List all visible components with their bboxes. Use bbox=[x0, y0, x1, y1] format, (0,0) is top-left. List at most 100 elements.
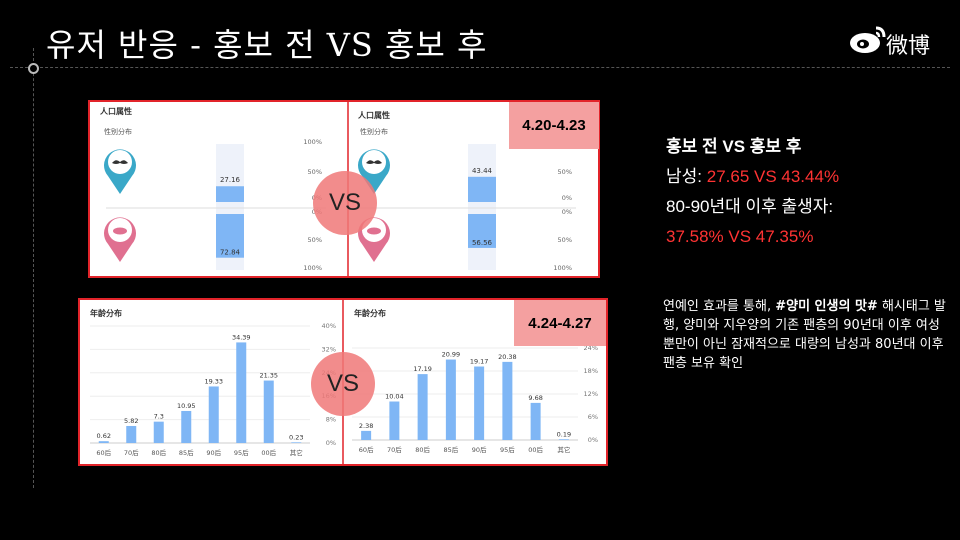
gender-axis-tick: 0% bbox=[562, 208, 572, 216]
age-bar bbox=[502, 361, 513, 440]
age-bar bbox=[445, 359, 456, 440]
age-category-label: 60后 bbox=[96, 448, 111, 457]
age-panel-title-before: 年龄分布 bbox=[90, 309, 122, 318]
age-bar bbox=[389, 401, 400, 440]
description-part2: 해시태그 발행, 양미와 지우양의 기존 팬층의 90년대 이후 여성 뿐만이 … bbox=[663, 299, 946, 371]
age-category-label: 其它 bbox=[557, 445, 570, 454]
age-category-label: 其它 bbox=[290, 448, 303, 457]
age-category-label: 80后 bbox=[415, 445, 430, 454]
age-value-label: 21.35 bbox=[259, 372, 278, 380]
age-axis-tick: 0% bbox=[588, 436, 598, 444]
male-pin-icon-after bbox=[357, 149, 390, 194]
vertical-divider bbox=[33, 48, 34, 488]
male-pin-icon bbox=[104, 149, 136, 194]
age-value-label: 10.04 bbox=[385, 393, 404, 401]
age-bar bbox=[208, 386, 219, 443]
gender-value-label-male: 27.16 bbox=[220, 176, 241, 184]
gender-value-label-female: 56.56 bbox=[472, 239, 493, 247]
age-category-label: 90后 bbox=[472, 445, 487, 454]
age-axis-tick: 8% bbox=[326, 416, 336, 424]
summary-block: 홍보 전 VS 홍보 후 남성: 27.65 VS 43.44% 80-90년대… bbox=[666, 132, 956, 252]
period-badge-gender: 4.20-4.23 bbox=[509, 102, 599, 149]
age-value-label: 10.95 bbox=[177, 402, 196, 410]
age-bar bbox=[361, 430, 372, 440]
summary-male-label: 남성: bbox=[666, 167, 707, 186]
age-value-label: 9.68 bbox=[528, 394, 542, 402]
gender-bar-male bbox=[468, 176, 496, 202]
gender-axis-tick: 50% bbox=[308, 236, 322, 244]
age-bar bbox=[558, 439, 569, 440]
gender-bar-female bbox=[468, 214, 496, 248]
gender-axis-tick: 100% bbox=[303, 138, 322, 146]
age-value-label: 20.99 bbox=[442, 351, 461, 359]
gender-value-label-male: 43.44 bbox=[472, 167, 493, 175]
age-value-label: 19.33 bbox=[204, 377, 223, 385]
age-value-label: 0.62 bbox=[97, 432, 111, 440]
age-bar bbox=[263, 380, 274, 443]
age-category-label: 95后 bbox=[500, 445, 515, 454]
slide-title: 유저 반응 - 홍보 전 VS 홍보 후 bbox=[46, 26, 488, 64]
age-bar bbox=[181, 410, 192, 443]
gender-panel-title-before: 人口属性 bbox=[100, 107, 132, 116]
gender-axis-tick: 50% bbox=[558, 236, 572, 244]
age-value-label: 5.82 bbox=[124, 417, 138, 425]
vs-circle-gender: VS bbox=[313, 171, 377, 235]
period-badge-age: 4.24-4.27 bbox=[514, 300, 606, 346]
gender-bar-male bbox=[216, 186, 244, 202]
gender-value-label-female: 72.84 bbox=[220, 249, 241, 257]
weibo-logo: 微博 bbox=[848, 22, 953, 62]
age-chart: 40%32%24%16%8%0%0.6260后5.8270后7.380后10.9… bbox=[90, 300, 598, 464]
gender-axis-tick: 50% bbox=[308, 168, 322, 176]
age-category-label: 80后 bbox=[151, 448, 166, 457]
age-category-label: 70后 bbox=[124, 448, 139, 457]
age-bar bbox=[474, 366, 485, 440]
age-panel-title-after: 年龄分布 bbox=[354, 309, 386, 318]
age-axis-tick: 18% bbox=[584, 367, 598, 375]
age-category-label: 00后 bbox=[528, 445, 543, 454]
age-axis-tick: 12% bbox=[584, 390, 598, 398]
weibo-eye-icon bbox=[850, 26, 886, 53]
age-category-label: 95后 bbox=[234, 448, 249, 457]
age-axis-tick: 40% bbox=[322, 322, 336, 330]
age-value-label: 7.3 bbox=[154, 413, 164, 421]
gender-panel-subtitle-after: 性别分布 bbox=[360, 128, 388, 136]
age-axis-tick: 24% bbox=[584, 344, 598, 352]
age-axis-tick: 6% bbox=[588, 413, 598, 421]
age-category-label: 85后 bbox=[443, 445, 458, 454]
age-value-label: 2.38 bbox=[359, 422, 373, 430]
age-axis-tick: 32% bbox=[322, 345, 336, 353]
description-hashtag: #양미 인생의 맛# bbox=[775, 299, 878, 314]
age-value-label: 0.19 bbox=[557, 430, 571, 438]
age-bar bbox=[98, 441, 109, 443]
summary-age-value: 37.58% VS 47.35% bbox=[666, 227, 814, 246]
description-part1: 연예인 효과를 통해, bbox=[663, 299, 776, 314]
gender-axis-tick: 0% bbox=[562, 194, 572, 202]
gender-panel-title-after: 人口属性 bbox=[358, 111, 390, 120]
summary-male-value: 27.65 VS 43.44% bbox=[706, 167, 840, 186]
summary-heading: 홍보 전 VS 홍보 후 bbox=[666, 137, 802, 156]
gender-axis-tick: 50% bbox=[558, 168, 572, 176]
gender-chart: 27.16 72.84 100% 50% 0% 0% 50% 100% 43.44 56.56 10… bbox=[104, 102, 576, 276]
header-divider bbox=[10, 67, 950, 68]
age-value-label: 17.19 bbox=[413, 365, 432, 373]
age-value-label: 34.39 bbox=[232, 333, 251, 341]
description-text: 연예인 효과를 통해, #양미 인생의 맛# 해시태그 발행, 양미와 지우양의… bbox=[663, 297, 953, 373]
gender-axis-tick: 100% bbox=[303, 264, 322, 272]
age-category-label: 90后 bbox=[206, 448, 221, 457]
gender-bar-bg bbox=[468, 144, 496, 270]
female-pin-icon bbox=[104, 217, 136, 262]
summary-male-line: 남성: 27.65 VS 43.44% bbox=[666, 162, 956, 192]
age-category-label: 70后 bbox=[387, 445, 402, 454]
age-category-label: 00后 bbox=[261, 448, 276, 457]
age-value-label: 0.23 bbox=[289, 433, 303, 441]
gender-axis-tick: 100% bbox=[553, 264, 572, 272]
vs-circle-age: VS bbox=[311, 352, 375, 416]
age-bar bbox=[153, 421, 164, 443]
gender-bar-female bbox=[216, 214, 244, 258]
age-bar bbox=[530, 402, 541, 440]
age-bar bbox=[126, 425, 137, 443]
age-bar bbox=[236, 342, 247, 443]
logo-text: 微博 bbox=[886, 34, 931, 59]
age-bar bbox=[417, 374, 428, 440]
age-value-label: 20.38 bbox=[498, 353, 517, 361]
